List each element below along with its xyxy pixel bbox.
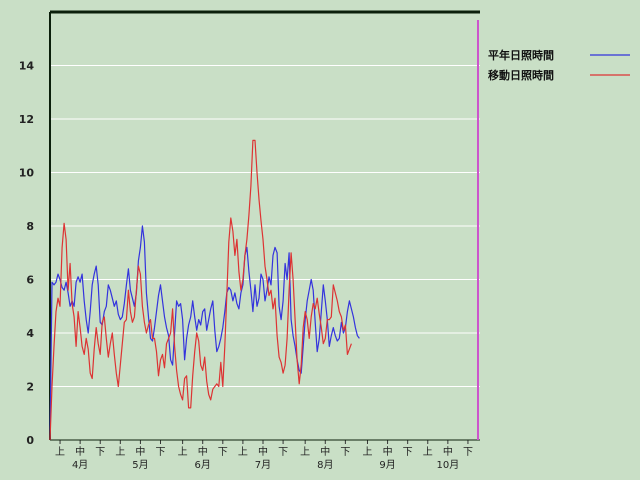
x-period-label-15: 上: [362, 446, 372, 458]
x-month-label-5: 9月: [379, 459, 395, 471]
x-period-label-2: 下: [95, 447, 105, 458]
y-tick-label-8: 8: [26, 220, 34, 233]
y-tick-label-4: 4: [26, 327, 34, 340]
x-period-label-6: 上: [178, 446, 188, 458]
x-month-label-0: 4月: [72, 459, 88, 471]
series-line-1: [49, 139, 352, 441]
y-tick-label-10: 10: [19, 167, 35, 180]
x-period-label-0: 上: [55, 446, 65, 458]
y-tick-label-2: 2: [26, 381, 34, 394]
x-month-label-4: 8月: [317, 459, 333, 471]
legend-label-1: 移動日照時間: [488, 68, 554, 82]
x-period-label-12: 上: [300, 446, 310, 458]
x-axis-ticks: 上中下上中下上中下上中下上中下上中下上中下4月 5月 6月 7月 8月 9月 10月: [55, 440, 473, 471]
x-period-label-9: 上: [238, 446, 248, 458]
x-period-label-10: 中: [258, 445, 268, 458]
y-axis-ticks: 0 2 4 6 8 10 12 14: [19, 60, 35, 448]
x-period-label-11: 下: [278, 447, 288, 458]
x-period-label-7: 中: [198, 445, 208, 458]
x-period-label-3: 上: [115, 446, 125, 458]
x-period-label-5: 下: [156, 447, 166, 458]
y-tick-label-6: 6: [26, 274, 34, 287]
x-period-label-16: 中: [383, 445, 393, 458]
x-month-label-6: 10月: [436, 459, 459, 471]
x-month-label-1: 5月: [132, 459, 148, 471]
x-period-label-13: 中: [320, 445, 330, 458]
y-tick-label-14: 14: [19, 60, 35, 73]
x-period-label-17: 下: [403, 447, 413, 458]
grid-lines: [50, 65, 480, 387]
x-period-label-8: 下: [218, 447, 228, 458]
x-period-label-4: 中: [135, 445, 145, 458]
x-period-label-20: 下: [463, 447, 473, 458]
series-lines: [49, 139, 360, 441]
x-month-label-2: 6月: [195, 459, 211, 471]
x-month-label-3: 7月: [255, 459, 271, 471]
x-period-label-18: 上: [423, 446, 433, 458]
y-tick-label-12: 12: [19, 113, 34, 126]
legend-label-0: 平年日照時間: [488, 48, 554, 62]
x-period-label-14: 下: [340, 447, 350, 458]
y-tick-label-0: 0: [26, 434, 34, 447]
x-period-label-1: 中: [75, 445, 85, 458]
axes: [49, 10, 480, 441]
x-period-label-19: 中: [443, 445, 453, 458]
